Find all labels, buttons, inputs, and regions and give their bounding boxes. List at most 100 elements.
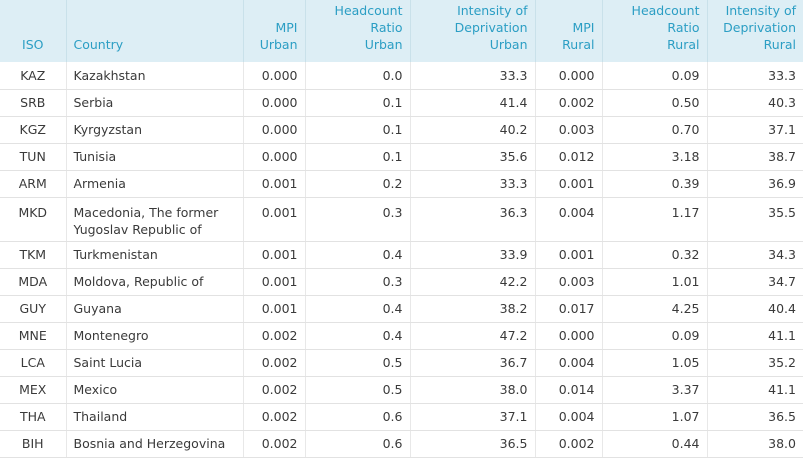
- cell-id-rural: 34.3: [707, 241, 803, 269]
- cell-hc-urban: 0.2: [305, 170, 411, 198]
- cell-hc-rural: 1.17: [602, 197, 708, 242]
- cell-iso: TUN: [0, 143, 67, 171]
- cell-mpi-urban: 0.002: [243, 430, 306, 458]
- cell-mpi-urban: 0.001: [243, 241, 306, 269]
- column-header-id-rural[interactable]: Intensity of Deprivation Rural: [707, 0, 803, 62]
- cell-hc-urban: 0.1: [305, 89, 411, 117]
- cell-id-rural: 40.4: [707, 295, 803, 323]
- cell-hc-rural: 3.37: [602, 376, 708, 404]
- cell-hc-urban: 0.6: [305, 403, 411, 431]
- column-header-label: Urban: [489, 37, 528, 52]
- cell-country: Mexico: [66, 376, 244, 404]
- cell-mpi-urban: 0.000: [243, 62, 306, 90]
- cell-country: Tunisia: [66, 143, 244, 171]
- cell-hc-urban: 0.3: [305, 268, 411, 296]
- cell-mpi-urban: 0.001: [243, 268, 306, 296]
- cell-country: Armenia: [66, 170, 244, 198]
- column-header-hc-rural[interactable]: Headcount Ratio Rural: [602, 0, 708, 62]
- cell-id-rural: 40.3: [707, 89, 803, 117]
- cell-id-rural: 35.2: [707, 349, 803, 377]
- cell-mpi-urban: 0.001: [243, 170, 306, 198]
- cell-mpi-rural: 0.014: [535, 376, 603, 404]
- column-header-id-urban[interactable]: Intensity of Deprivation Urban: [410, 0, 536, 62]
- table-row: SRB Serbia 0.000 0.1 41.4 0.002 0.50 40.3: [0, 89, 803, 117]
- cell-hc-urban: 0.0: [305, 62, 411, 90]
- column-header-iso[interactable]: ISO: [0, 0, 67, 62]
- column-header-hc-urban[interactable]: Headcount Ratio Urban: [305, 0, 411, 62]
- column-header-mpi-urban[interactable]: MPI Urban: [243, 0, 306, 62]
- cell-hc-urban: 0.5: [305, 376, 411, 404]
- column-header-label: Rural: [763, 37, 796, 52]
- cell-country: Montenegro: [66, 322, 244, 350]
- cell-mpi-rural: 0.002: [535, 89, 603, 117]
- cell-country: Saint Lucia: [66, 349, 244, 377]
- column-header-label: Urban: [259, 37, 298, 52]
- table-row: MKD Macedonia, The former Yugoslav Republ…: [0, 197, 803, 242]
- cell-country: Serbia: [66, 89, 244, 117]
- cell-iso: KAZ: [0, 62, 67, 90]
- cell-id-urban: 41.4: [410, 89, 536, 117]
- cell-hc-rural: 0.09: [602, 322, 708, 350]
- cell-mpi-urban: 0.002: [243, 403, 306, 431]
- cell-hc-rural: 1.05: [602, 349, 708, 377]
- cell-mpi-rural: 0.004: [535, 349, 603, 377]
- column-header-mpi-rural[interactable]: MPI Rural: [535, 0, 603, 62]
- cell-country: Turkmenistan: [66, 241, 244, 269]
- cell-id-urban: 37.1: [410, 403, 536, 431]
- cell-id-urban: 40.2: [410, 116, 536, 144]
- column-header-label: Intensity of: [457, 3, 528, 18]
- cell-id-rural: 41.1: [707, 376, 803, 404]
- cell-hc-urban: 0.4: [305, 322, 411, 350]
- cell-id-rural: 38.7: [707, 143, 803, 171]
- cell-hc-rural: 4.25: [602, 295, 708, 323]
- cell-hc-rural: 0.39: [602, 170, 708, 198]
- cell-mpi-urban: 0.000: [243, 116, 306, 144]
- column-header-label: MPI: [572, 20, 595, 35]
- cell-country: Thailand: [66, 403, 244, 431]
- cell-hc-urban: 0.4: [305, 295, 411, 323]
- cell-id-rural: 41.1: [707, 322, 803, 350]
- cell-hc-urban: 0.4: [305, 241, 411, 269]
- cell-id-urban: 47.2: [410, 322, 536, 350]
- cell-hc-urban: 0.6: [305, 430, 411, 458]
- table-row: LCA Saint Lucia 0.002 0.5 36.7 0.004 1.05 35.2: [0, 349, 803, 377]
- cell-country: Kyrgyzstan: [66, 116, 244, 144]
- cell-iso: TKM: [0, 241, 67, 269]
- cell-id-urban: 38.0: [410, 376, 536, 404]
- column-header-label: Deprivation: [723, 20, 796, 35]
- cell-id-urban: 33.3: [410, 62, 536, 90]
- cell-mpi-rural: 0.000: [535, 322, 603, 350]
- cell-mpi-urban: 0.001: [243, 295, 306, 323]
- cell-id-rural: 34.7: [707, 268, 803, 296]
- cell-iso: MKD: [0, 197, 67, 242]
- table-row: KAZ Kazakhstan 0.000 0.0 33.3 0.000 0.09 33.3: [0, 62, 803, 90]
- cell-mpi-rural: 0.003: [535, 268, 603, 296]
- table-header: ISO Country MPI Urban Headcount Ratio Urban Int…: [0, 0, 803, 62]
- table-row: THA Thailand 0.002 0.6 37.1 0.004 1.07 36.5: [0, 403, 803, 431]
- cell-hc-rural: 3.18: [602, 143, 708, 171]
- cell-id-urban: 33.9: [410, 241, 536, 269]
- cell-mpi-urban: 0.002: [243, 349, 306, 377]
- cell-mpi-rural: 0.002: [535, 430, 603, 458]
- cell-iso: SRB: [0, 89, 67, 117]
- column-header-country[interactable]: Country: [66, 0, 244, 62]
- cell-mpi-urban: 0.002: [243, 322, 306, 350]
- table-row: MDA Moldova, Republic of 0.001 0.3 42.2 0.003…: [0, 268, 803, 296]
- cell-hc-urban: 0.5: [305, 349, 411, 377]
- cell-mpi-rural: 0.017: [535, 295, 603, 323]
- table-row: GUY Guyana 0.001 0.4 38.2 0.017 4.25 40.4: [0, 295, 803, 323]
- table-row: MEX Mexico 0.002 0.5 38.0 0.014 3.37 41.1: [0, 376, 803, 404]
- cell-mpi-urban: 0.001: [243, 197, 306, 242]
- cell-iso: BIH: [0, 430, 67, 458]
- column-header-label: Ratio: [370, 20, 403, 35]
- cell-hc-rural: 0.50: [602, 89, 708, 117]
- cell-mpi-urban: 0.000: [243, 143, 306, 171]
- cell-id-urban: 36.7: [410, 349, 536, 377]
- cell-iso: GUY: [0, 295, 67, 323]
- cell-id-rural: 36.9: [707, 170, 803, 198]
- cell-country: Moldova, Republic of: [66, 268, 244, 296]
- cell-mpi-urban: 0.002: [243, 376, 306, 404]
- cell-mpi-urban: 0.000: [243, 89, 306, 117]
- cell-iso: MEX: [0, 376, 67, 404]
